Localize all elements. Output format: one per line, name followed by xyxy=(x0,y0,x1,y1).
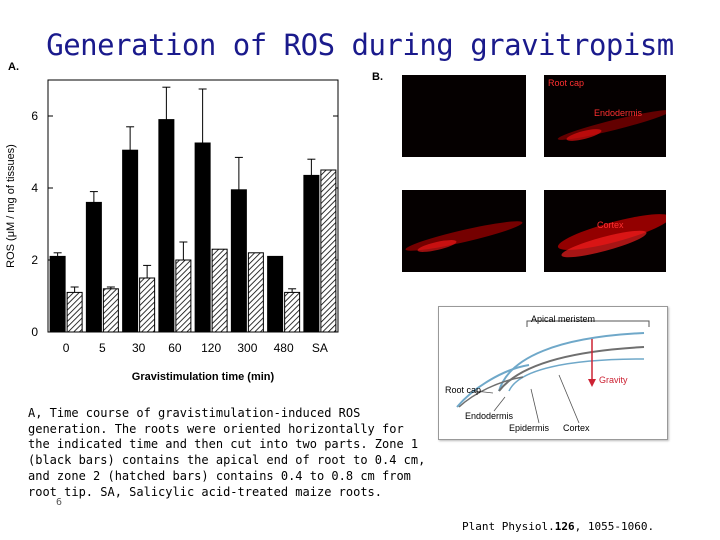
x-tick-label: 5 xyxy=(99,341,106,355)
y-tick-label: 0 xyxy=(31,325,38,339)
citation-volume: 126 xyxy=(554,520,575,533)
overlay-endodermis: Endodermis xyxy=(594,108,643,118)
micrograph-gs-30 xyxy=(402,190,526,272)
x-tick-label: 30 xyxy=(132,341,146,355)
x-tick-label: 480 xyxy=(274,341,294,355)
label-root-cap: Root cap xyxy=(445,385,482,395)
slide-number: 6 xyxy=(56,497,63,508)
y-tick-label: 6 xyxy=(31,109,38,123)
x-tick-label: 300 xyxy=(237,341,257,355)
citation-journal: Plant Physiol. xyxy=(462,520,555,533)
bar-zone1 xyxy=(303,174,320,333)
x-tick-label: 60 xyxy=(168,341,182,355)
bar-zone1 xyxy=(85,201,102,333)
label-apical-meristem: Apical meristem xyxy=(531,314,596,324)
bar-zone2 xyxy=(139,277,156,333)
figure-caption: A, Time course of gravistimulation-induc… xyxy=(28,406,426,499)
overlay-cortex: Cortex xyxy=(597,220,624,230)
x-tick-label: SA xyxy=(312,341,328,355)
bar-zone1 xyxy=(267,255,284,333)
panel-b-label: B. xyxy=(372,71,383,83)
bar-zone2 xyxy=(320,169,337,333)
y-axis-label: ROS (μM / mg of tissues) xyxy=(5,144,17,268)
x-tick-label: 120 xyxy=(201,341,221,355)
bar-zone1 xyxy=(49,255,66,333)
label-epidermis: Epidermis xyxy=(509,423,550,433)
micrograph-gs-0 xyxy=(402,75,526,157)
bar-zone2 xyxy=(211,248,228,333)
bar-zone1 xyxy=(122,149,139,333)
micrograph-gs-60 xyxy=(544,190,666,272)
y-tick-label: 4 xyxy=(31,181,38,195)
bar-zone1 xyxy=(158,119,175,333)
panel-a-label: A. xyxy=(8,61,19,73)
x-tick-label: 0 xyxy=(63,341,70,355)
label-cortex: Cortex xyxy=(563,423,590,433)
bar-zone1 xyxy=(230,189,247,333)
label-gravity: Gravity xyxy=(599,375,628,385)
bar-zone2 xyxy=(66,291,83,333)
overlay-root-cap: Root cap xyxy=(548,78,585,88)
y-tick-label: 2 xyxy=(31,253,38,267)
bar-zone2 xyxy=(102,288,119,333)
root-diagram: Apical meristem Gravity Root cap Endoder… xyxy=(438,306,668,440)
slide-title: Generation of ROS during gravitropism xyxy=(46,28,674,62)
plot-frame xyxy=(47,79,339,333)
bar-zone2 xyxy=(175,259,192,333)
citation-pages: , 1055-1060. xyxy=(574,520,655,533)
citation: Plant Physiol.126, 1055-1060. xyxy=(462,520,654,533)
x-axis-label: Gravistimulation time (min) xyxy=(132,371,275,383)
bar-zone2 xyxy=(284,291,301,333)
bar-zone1 xyxy=(194,142,211,333)
caption-gs-0: GS 0 min xyxy=(440,161,488,173)
caption-gs-30: GS 30 min xyxy=(437,277,491,289)
caption-gs-60: GS 60 min xyxy=(578,277,632,289)
caption-gs-15: GS 15 min xyxy=(578,161,632,173)
bar-zone2 xyxy=(247,252,264,333)
micrograph-gs-15 xyxy=(544,75,666,157)
label-endodermis: Endodermis xyxy=(465,411,514,421)
